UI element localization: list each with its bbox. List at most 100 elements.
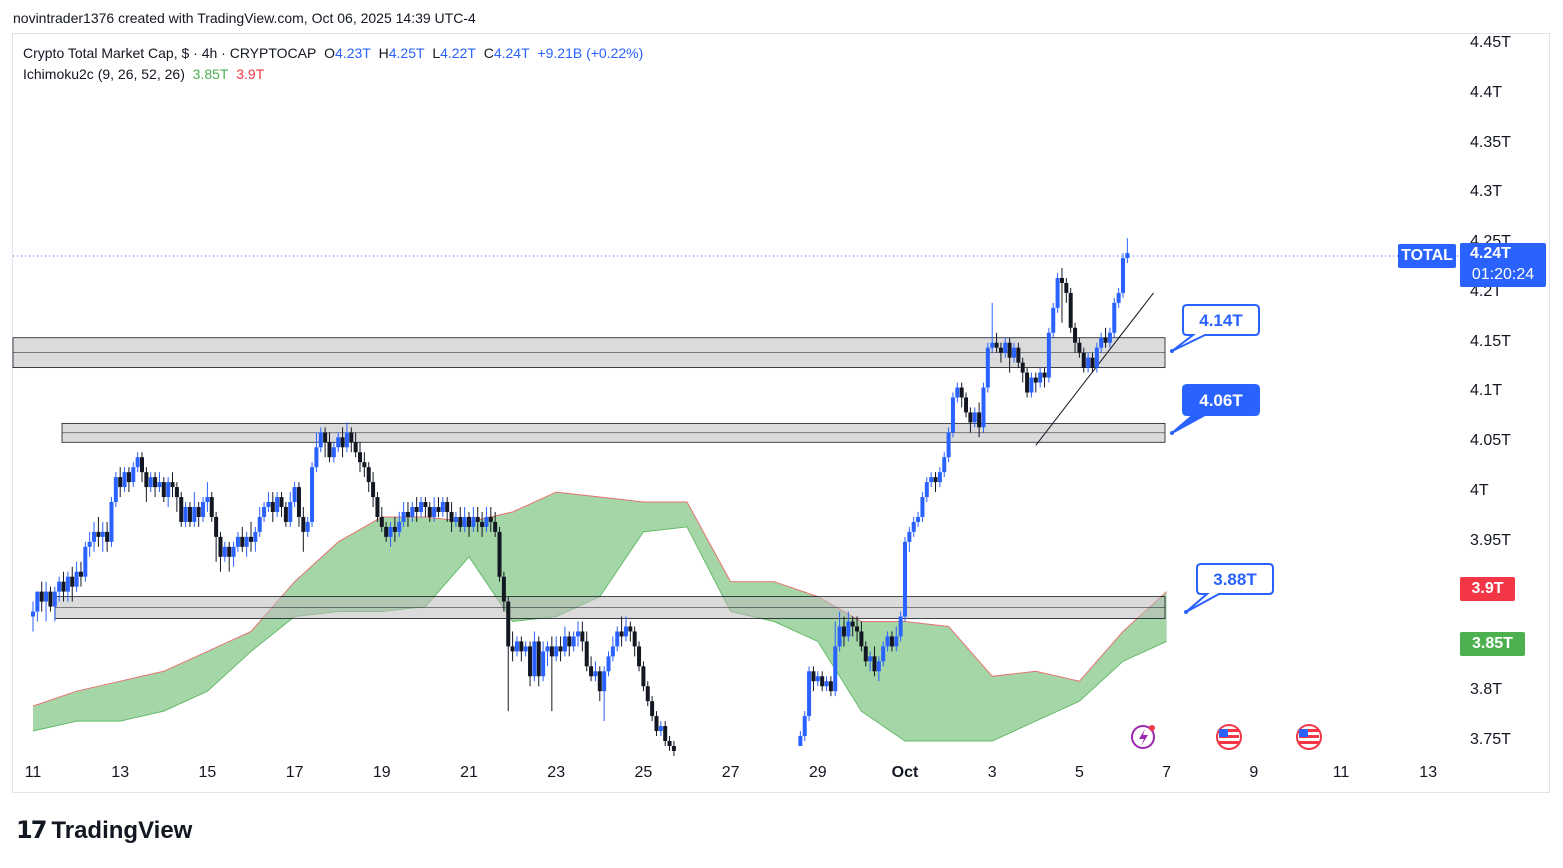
candle — [467, 511, 471, 537]
candle-body — [401, 511, 406, 522]
candle — [955, 382, 960, 403]
candle — [824, 676, 829, 692]
candle — [885, 631, 890, 652]
candle-body — [148, 477, 153, 488]
candle-body — [619, 631, 624, 637]
candle-body — [968, 412, 973, 423]
candle — [222, 541, 227, 562]
candle — [1068, 287, 1073, 333]
candle — [427, 502, 432, 522]
price-callout[interactable]: 4.06T — [1170, 384, 1260, 435]
candle — [392, 516, 397, 542]
candle-body — [196, 507, 201, 517]
candle — [458, 507, 463, 532]
candle-body — [1059, 277, 1064, 283]
candle-body — [201, 502, 206, 517]
tradingview-logo[interactable]: 𝟭𝟳 TradingView — [16, 816, 192, 845]
price-callout[interactable]: 3.88T — [1184, 563, 1274, 614]
candle — [235, 531, 240, 552]
candle — [157, 472, 162, 493]
candle — [501, 571, 506, 612]
candle — [846, 611, 851, 642]
candle-body — [855, 626, 860, 632]
candle-body — [924, 482, 929, 498]
candle — [1081, 347, 1086, 373]
candle-body — [100, 531, 105, 537]
candle-body — [841, 626, 846, 637]
candle-body — [436, 507, 441, 512]
candle-body — [929, 477, 934, 483]
candle — [105, 521, 110, 552]
candle — [353, 432, 358, 458]
indicator-legend[interactable]: Ichimoku2c (9, 26, 52, 26) 3.85T 3.9T — [23, 66, 264, 82]
candle-body — [78, 571, 83, 577]
candle — [1125, 238, 1130, 264]
candle-body — [950, 397, 955, 433]
candle-body — [249, 536, 253, 542]
candle — [937, 467, 942, 488]
candle-body — [977, 412, 982, 428]
trendline[interactable] — [1035, 292, 1154, 446]
candle-body — [480, 521, 485, 527]
candle-body — [994, 342, 999, 348]
candle — [244, 531, 249, 557]
candle-body — [70, 576, 75, 587]
candle-body — [523, 646, 528, 652]
candle-body — [266, 502, 271, 508]
ascending-trendline[interactable] — [1035, 292, 1154, 446]
candle — [850, 616, 855, 637]
candle-body — [414, 507, 419, 512]
candle — [545, 641, 550, 667]
candle — [541, 641, 546, 682]
candle-body — [1020, 362, 1025, 373]
candle — [881, 641, 886, 667]
candle — [475, 507, 480, 532]
candle-body — [1121, 258, 1125, 293]
candle-body — [501, 576, 506, 602]
candle-body — [310, 467, 315, 522]
candle-body — [981, 387, 986, 428]
candle — [201, 497, 206, 522]
candle — [1103, 327, 1108, 348]
candle — [488, 507, 493, 532]
candle — [397, 511, 402, 537]
candle — [366, 462, 371, 493]
candle — [227, 541, 232, 572]
candle-body — [371, 482, 376, 498]
candle-body — [1094, 347, 1099, 368]
candle-body — [837, 626, 842, 647]
candle-body — [885, 636, 890, 647]
candle — [924, 477, 929, 503]
candle-body — [327, 442, 332, 458]
y-tick-label: 4T — [1470, 482, 1489, 500]
candle — [615, 626, 620, 652]
candle — [231, 541, 236, 567]
candle — [597, 666, 602, 702]
candle-body — [1055, 277, 1060, 308]
candle — [83, 541, 88, 582]
callout-bubble — [1171, 304, 1260, 352]
candle-body — [65, 576, 70, 592]
candle — [1107, 327, 1112, 348]
candle — [148, 472, 153, 493]
candle-body — [432, 507, 437, 517]
candle — [240, 526, 245, 552]
candle-body — [972, 412, 977, 423]
indicator-value-2: 3.9T — [236, 66, 265, 82]
candle-body — [96, 531, 101, 537]
candle — [942, 452, 947, 478]
tradingview-mark-icon: 𝟭𝟳 — [16, 817, 47, 844]
candle — [153, 472, 158, 498]
candle — [1073, 322, 1078, 353]
price-callouts[interactable]: 4.14T 4.06T 3.88T — [1170, 304, 1274, 614]
candle — [990, 302, 995, 353]
candle-body — [105, 531, 110, 542]
candle — [889, 631, 894, 652]
candle-body — [1029, 377, 1034, 393]
price-callout[interactable]: 4.14T — [1170, 304, 1260, 353]
candle-body — [296, 487, 301, 517]
candle-body — [174, 487, 179, 498]
candle-body — [31, 611, 35, 617]
candle-body — [270, 502, 275, 512]
